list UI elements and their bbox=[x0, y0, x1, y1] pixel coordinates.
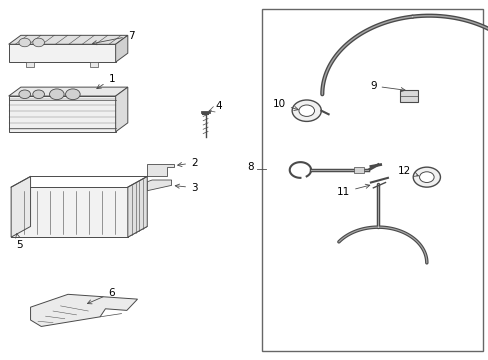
Polygon shape bbox=[116, 35, 127, 62]
Bar bbox=[353, 167, 363, 173]
Text: 4: 4 bbox=[215, 100, 222, 111]
Circle shape bbox=[33, 38, 44, 47]
Text: 1: 1 bbox=[97, 74, 115, 89]
Text: 8: 8 bbox=[247, 162, 254, 172]
Polygon shape bbox=[9, 96, 116, 132]
Circle shape bbox=[19, 90, 30, 99]
Bar bbox=[261, 9, 482, 351]
Text: 9: 9 bbox=[369, 81, 405, 92]
Circle shape bbox=[65, 89, 80, 100]
Circle shape bbox=[19, 38, 30, 47]
Polygon shape bbox=[26, 62, 34, 67]
Polygon shape bbox=[9, 44, 116, 62]
Bar bbox=[399, 90, 417, 103]
Circle shape bbox=[412, 167, 440, 187]
Polygon shape bbox=[127, 176, 147, 237]
Polygon shape bbox=[9, 35, 127, 44]
Circle shape bbox=[419, 172, 433, 183]
Text: 5: 5 bbox=[16, 234, 22, 250]
Text: 7: 7 bbox=[92, 31, 134, 45]
Polygon shape bbox=[11, 226, 147, 237]
Polygon shape bbox=[90, 62, 98, 67]
Polygon shape bbox=[11, 187, 127, 237]
Text: 6: 6 bbox=[87, 288, 115, 304]
Text: 10: 10 bbox=[272, 99, 298, 111]
Polygon shape bbox=[116, 87, 127, 132]
Polygon shape bbox=[30, 294, 137, 327]
Circle shape bbox=[291, 100, 321, 121]
Circle shape bbox=[49, 89, 64, 100]
Circle shape bbox=[33, 90, 44, 99]
Text: 3: 3 bbox=[175, 183, 197, 193]
Polygon shape bbox=[147, 164, 174, 176]
Polygon shape bbox=[147, 180, 171, 191]
Text: 2: 2 bbox=[177, 158, 197, 168]
Circle shape bbox=[298, 105, 314, 116]
Text: 11: 11 bbox=[336, 184, 369, 197]
Polygon shape bbox=[9, 87, 127, 96]
Polygon shape bbox=[11, 176, 30, 237]
Text: 12: 12 bbox=[397, 166, 418, 176]
